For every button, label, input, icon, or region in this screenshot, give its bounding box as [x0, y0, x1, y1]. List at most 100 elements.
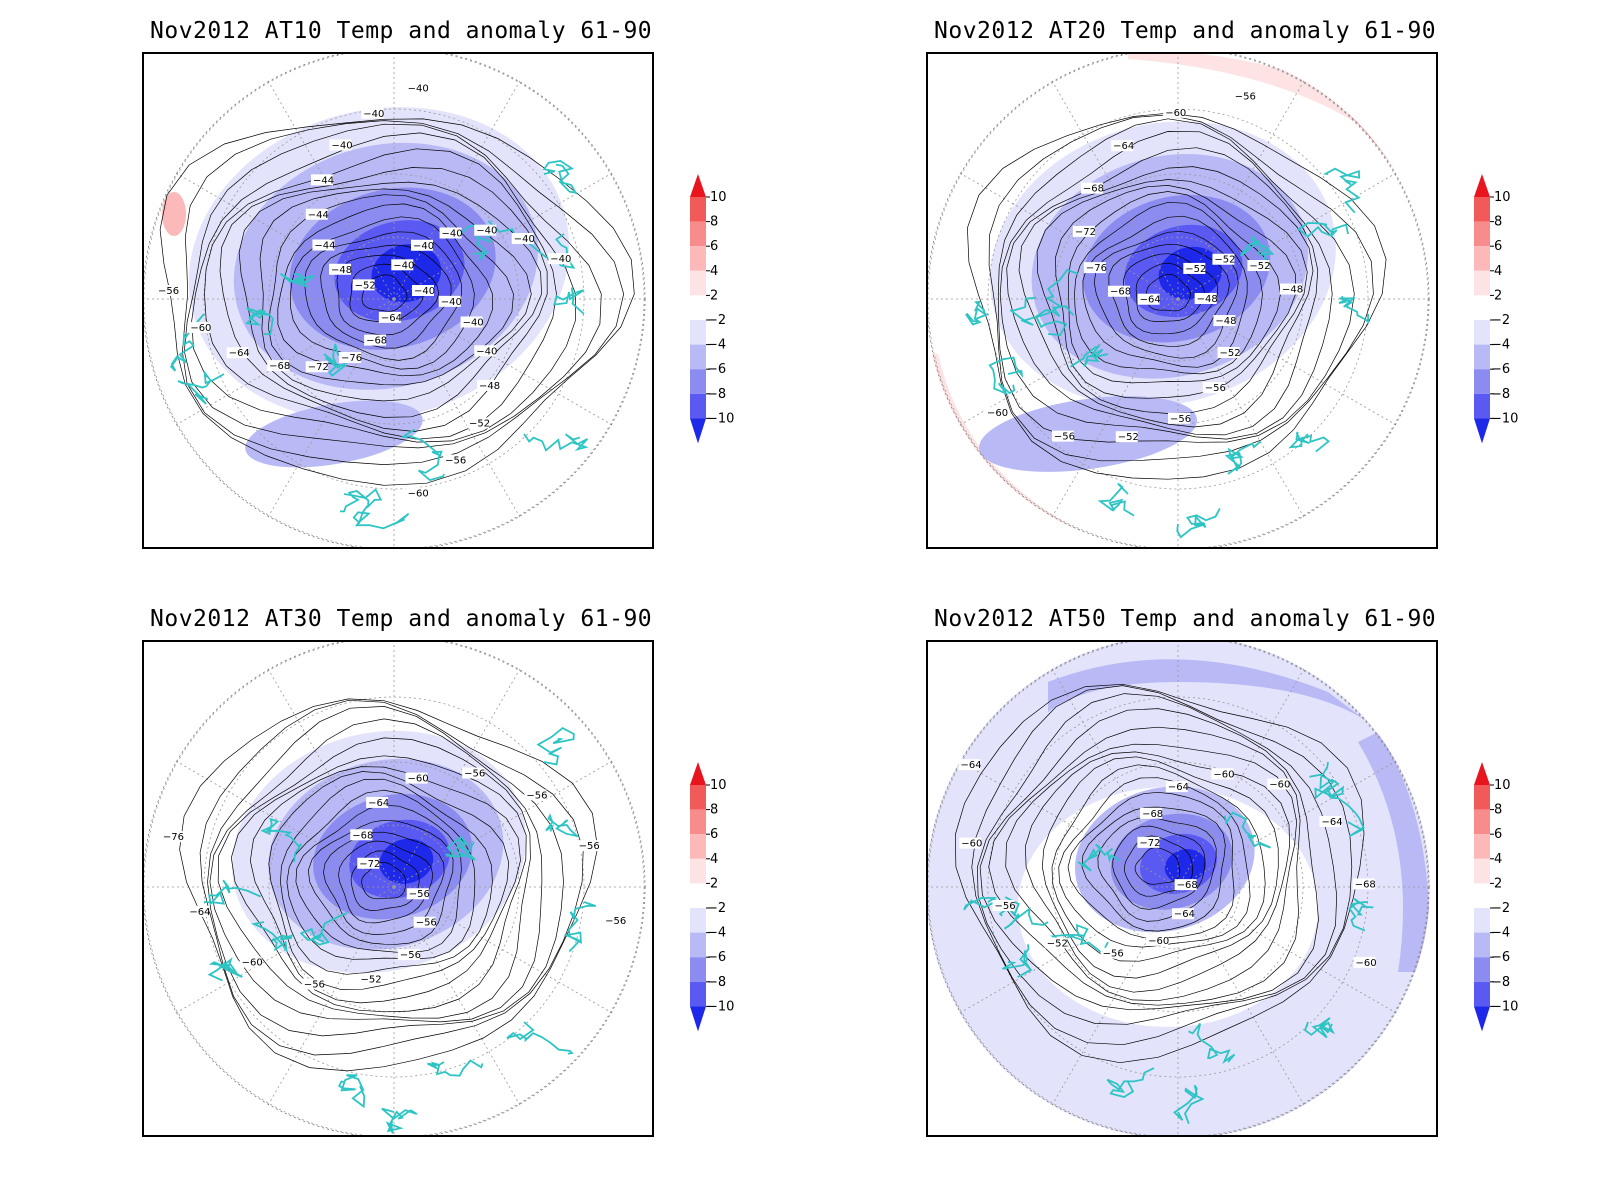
coastline	[545, 813, 581, 838]
temperature-contour	[290, 216, 475, 370]
temperature-contour	[971, 685, 1353, 1046]
coastline	[506, 1021, 574, 1055]
colorbar-segment	[690, 834, 706, 859]
contour-label: −72	[1075, 227, 1096, 238]
colorbar-tick-label: −8	[707, 387, 726, 402]
coastline	[381, 1107, 418, 1134]
contour-label: −56	[304, 979, 325, 990]
contour-label: −56	[579, 841, 600, 852]
contour-label: −40	[463, 317, 484, 328]
temperature-contour	[1051, 764, 1266, 962]
temperature-contour	[295, 804, 462, 954]
colorbar-segment	[690, 883, 706, 908]
contour-label: −72	[308, 362, 329, 373]
colorbar-segment	[690, 858, 706, 884]
colorbar-tick-label: −10	[1491, 999, 1518, 1014]
colorbar-tick-label: 2	[1494, 876, 1502, 891]
colorbar-segment	[1474, 320, 1490, 345]
colorbar-arrow-down	[1474, 1006, 1490, 1032]
temperature-contour	[277, 203, 493, 377]
map-at20: −48 −48 −52 −56 −56 −52 −56 −60 −64 −68 −76 −72 −68−…	[926, 52, 1438, 549]
coastline	[1002, 944, 1033, 978]
coastline	[260, 817, 303, 863]
colorbar-tick-label: −4	[1491, 338, 1510, 353]
temperature-contour	[361, 861, 406, 900]
contour-label: −56	[416, 918, 437, 929]
contour-label: −60	[1213, 769, 1234, 780]
coastline	[445, 835, 476, 861]
colorbar-segment	[690, 295, 706, 320]
colorbar-tick-label: 10	[710, 190, 727, 205]
temperature-contour	[199, 699, 584, 1056]
colorbar-segment	[1474, 809, 1490, 835]
longitude-grid-line	[1047, 886, 1179, 1113]
colorbar-tick-label: 4	[710, 264, 718, 279]
colorbar-segment	[1474, 295, 1490, 320]
colorbar-segment	[1474, 197, 1490, 222]
temperature-contour	[286, 789, 476, 960]
contour-label: −64	[381, 313, 402, 324]
colorbar-segment	[690, 908, 706, 933]
coastline	[338, 1074, 366, 1109]
temperature-contour	[1067, 791, 1235, 939]
temperature-contour	[267, 194, 514, 386]
coastline	[446, 224, 492, 261]
colorbar-arrow-up	[1474, 174, 1490, 197]
contour-label: −40	[514, 234, 535, 245]
contour-label: −76	[163, 832, 184, 843]
contour-label: −60	[407, 774, 428, 785]
temperature-contour	[1134, 847, 1181, 885]
temperature-contour	[1058, 777, 1251, 948]
longitude-grid-line	[1177, 298, 1309, 525]
colorbar-tick-label: −10	[707, 411, 734, 426]
coastline	[279, 272, 315, 288]
anomaly-field	[245, 400, 423, 468]
colorbar-tick-label: −2	[707, 901, 726, 916]
coastline	[340, 488, 383, 513]
contour-label: −72	[1139, 838, 1160, 849]
contour-label: −40	[331, 140, 352, 151]
panel-title-at10: Nov2012 AT10 Temp and anomaly 61-90	[150, 18, 653, 44]
contour-label: −56	[995, 901, 1016, 912]
colorbar-segment	[690, 932, 706, 958]
temperature-contour	[988, 114, 1374, 462]
anomaly-field	[379, 838, 434, 884]
coastline	[536, 727, 575, 766]
longitude-grid-line	[393, 298, 525, 525]
contour-label: −64	[229, 348, 250, 359]
longitude-grid-line	[952, 886, 1179, 1018]
contour-label: −40	[476, 226, 497, 237]
contour-label: −48	[1197, 294, 1218, 305]
temperature-contour	[1112, 825, 1206, 910]
longitude-grid-line	[952, 168, 1179, 300]
longitude-grid-line	[952, 756, 1179, 888]
colorbar-tick-label: 4	[710, 852, 718, 867]
temperature-contour	[179, 698, 598, 1072]
contour-label: −56	[409, 889, 430, 900]
temperature-contour	[230, 755, 527, 1013]
contour-label: −56	[1235, 92, 1256, 103]
temperature-contour	[1067, 191, 1281, 384]
coastline	[988, 356, 1024, 396]
contour-label: −68	[1110, 287, 1131, 298]
contour-label: −56	[445, 455, 466, 466]
map-at10: −40 −40 −40 −40 −48 −52 −56 −60 −64 −68 −76 −72 −68−…	[142, 52, 654, 549]
contour-label: −68	[1083, 184, 1104, 195]
panel-title-at20: Nov2012 AT20 Temp and anomaly 61-90	[934, 18, 1437, 44]
temperature-contour	[1093, 230, 1239, 359]
contour-label: −64	[189, 907, 210, 918]
contour-label: −56	[464, 769, 485, 780]
temperature-contour	[1082, 215, 1248, 368]
contour-label: −48	[1282, 285, 1303, 296]
coastline	[1223, 811, 1271, 849]
contour-label: −60	[242, 958, 263, 969]
colorbar-segment	[690, 369, 706, 394]
colorbar-tick-label: 6	[710, 827, 718, 842]
coastline	[207, 957, 243, 982]
colorbar-at30: 10 8 6 4 2 −2 −4 −6 −8 −10	[688, 760, 748, 1050]
longitude-grid-line	[393, 661, 525, 888]
anomaly-field	[1164, 849, 1206, 884]
longitude-grid-line	[1177, 886, 1309, 1113]
colorbar-tick-label: −4	[1491, 926, 1510, 941]
contour-label: −48	[479, 381, 500, 392]
